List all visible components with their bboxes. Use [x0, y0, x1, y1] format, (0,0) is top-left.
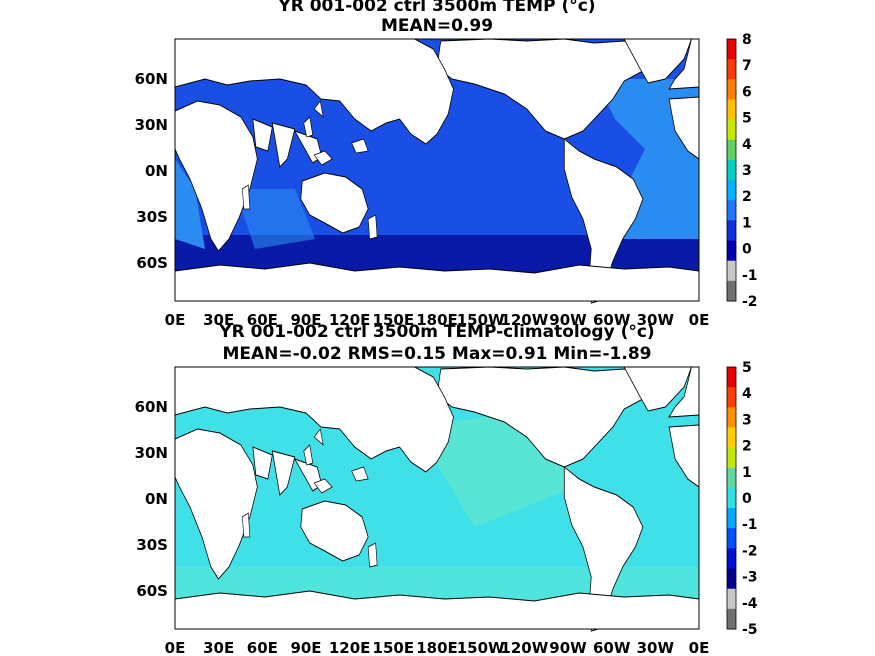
panel1-colorbar: 8 7 6 5 4 3 2 1 0 -1 -2 [726, 32, 758, 310]
panel2-lat-labels: 60N 30N 0N 30S 60S [135, 398, 168, 600]
lat-label-60N: 60N [135, 70, 168, 88]
colorbar-tick--4: -4 [742, 596, 758, 612]
lon-label-4: 120E [329, 311, 371, 329]
lat-label-60N: 60N [135, 398, 168, 416]
lon-label-3: 90E [290, 311, 321, 329]
colorbar-swatch [727, 180, 736, 201]
lon-label-5: 150E [373, 639, 415, 656]
lon-label-10: 60W [593, 311, 631, 329]
colorbar-swatch [727, 467, 736, 489]
colorbar-tick--5: -5 [742, 622, 758, 638]
colorbar-swatch [727, 59, 736, 80]
lon-label-9: 90W [549, 311, 587, 329]
colorbar-swatch [727, 387, 736, 408]
lon-label-0: 0E [165, 639, 186, 656]
colorbar-tick-6: 6 [742, 84, 752, 100]
lon-label-2: 60E [247, 639, 278, 656]
lon-label-6: 180E [416, 311, 458, 329]
colorbar-tick-7: 7 [742, 58, 752, 74]
colorbar-tick-5: 5 [742, 111, 752, 127]
lon-label-1: 30E [203, 639, 234, 656]
lat-label-30N: 30N [135, 116, 168, 134]
colorbar-frame [726, 366, 737, 630]
colorbar-tick--1: -1 [742, 268, 758, 284]
colorbar-tick-4: 4 [742, 137, 752, 153]
lon-label-8: 120W [500, 311, 548, 329]
lon-label-6: 180E [416, 639, 458, 656]
lon-label-7: 150W [457, 311, 505, 329]
colorbar-frame [726, 38, 737, 302]
colorbar-swatch [727, 119, 736, 141]
lat-label-60S: 60S [136, 582, 168, 600]
panel1-title-line1: YR 001-002 ctrl 3500m TEMP (°c) [278, 0, 596, 16]
lat-label-30S: 30S [136, 536, 168, 554]
lon-label-1: 30E [203, 311, 234, 329]
panel2-colorbar: 5 4 3 2 1 0 -1 -2 -3 -4 -5 [726, 360, 758, 638]
panel2-title-line1: YR 001-002 ctrl 3500m TEMP-climatology (… [219, 322, 655, 342]
colorbar-tick-0: 0 [742, 491, 752, 507]
colorbar-swatch [727, 427, 736, 449]
lat-label-0N: 0N [145, 490, 168, 508]
colorbar-tick-3: 3 [742, 412, 752, 428]
colorbar-swatch [727, 260, 736, 282]
lon-label-2: 60E [247, 311, 278, 329]
colorbar-swatch [727, 487, 736, 509]
colorbar-swatch [727, 139, 736, 161]
panel1-lat-labels: 60N 30N 0N 30S 60S [135, 70, 168, 272]
colorbar-swatch [727, 508, 736, 529]
panel1-map [174, 38, 700, 304]
lon-label-5: 150E [373, 311, 415, 329]
lon-label-8: 120W [500, 639, 548, 656]
colorbar-tick-1: 1 [742, 215, 752, 231]
lon-label-0: 0E [165, 311, 186, 329]
lat-label-0N: 0N [145, 162, 168, 180]
panel1-title-line2: MEAN=0.99 [380, 16, 494, 36]
panel2-title-line2: MEAN=-0.02 RMS=0.15 Max=0.91 Min=-1.89 [222, 344, 652, 364]
colorbar-swatch [727, 79, 736, 100]
colorbar-swatch [727, 220, 736, 242]
colorbar-swatch [727, 367, 736, 388]
lat-label-60S: 60S [136, 254, 168, 272]
colorbar-swatch [727, 608, 736, 630]
lat-label-30N: 30N [135, 444, 168, 462]
panel2-map [174, 366, 700, 632]
lon-label-11: 30W [637, 639, 675, 656]
colorbar-tick-3: 3 [742, 163, 752, 179]
lon-label-3: 90E [290, 639, 321, 656]
colorbar-tick-5: 5 [742, 360, 752, 376]
colorbar-swatch [727, 99, 736, 121]
colorbar-tick-4: 4 [742, 386, 752, 402]
colorbar-tick-2: 2 [742, 189, 752, 205]
colorbar-tick-1: 1 [742, 465, 752, 481]
colorbar-swatch [727, 200, 736, 221]
colorbar-swatch [727, 588, 736, 610]
lon-label-7: 150W [457, 639, 505, 656]
lon-label-9: 90W [549, 639, 587, 656]
colorbar-swatch [727, 568, 736, 590]
lat-label-30S: 30S [136, 208, 168, 226]
lon-label-12: 0E [689, 311, 710, 329]
colorbar-tick-8: 8 [742, 32, 752, 48]
colorbar-swatch [727, 528, 736, 549]
colorbar-swatch [727, 280, 736, 302]
colorbar-swatch [727, 159, 736, 181]
lon-label-11: 30W [637, 311, 675, 329]
colorbar-swatch [727, 407, 736, 428]
colorbar-tick-2: 2 [742, 439, 752, 455]
colorbar-tick-0: 0 [742, 242, 752, 258]
colorbar-tick--2: -2 [742, 294, 758, 310]
colorbar-swatch [727, 240, 736, 262]
colorbar-swatch [727, 447, 736, 469]
colorbar-swatch [727, 548, 736, 570]
lon-label-12: 0E [689, 639, 710, 656]
colorbar-tick--2: -2 [742, 543, 758, 559]
colorbar-tick--1: -1 [742, 517, 758, 533]
colorbar-swatch [727, 39, 736, 60]
lon-label-10: 60W [593, 639, 631, 656]
colorbar-tick--3: -3 [742, 570, 758, 586]
lon-label-4: 120E [329, 639, 371, 656]
